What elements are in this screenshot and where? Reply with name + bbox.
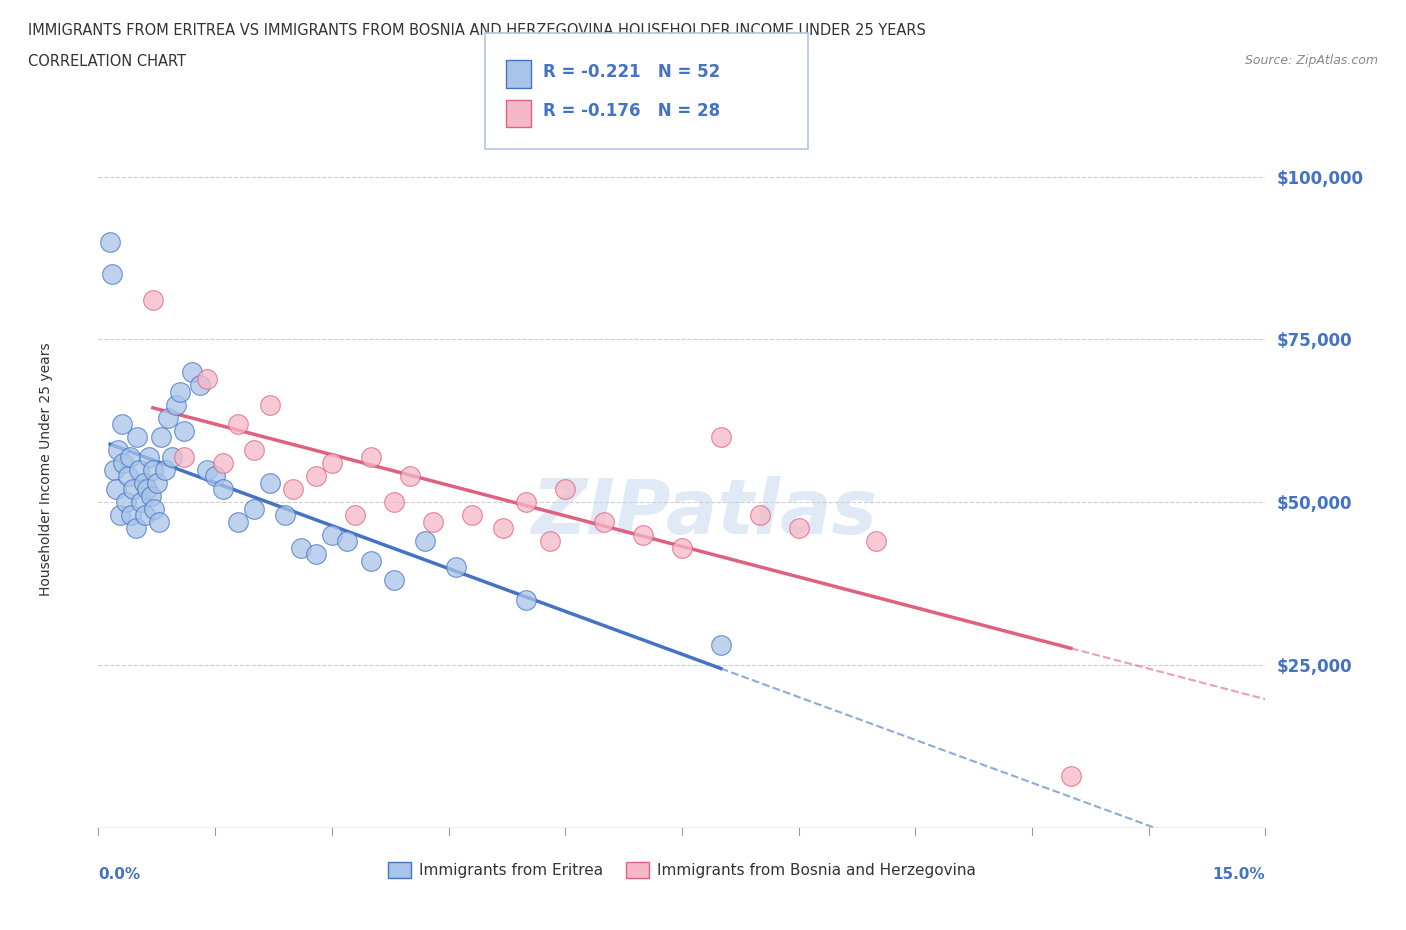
Text: 0.0%: 0.0% [98, 867, 141, 882]
Point [398, 469, 420, 484]
Point [281, 482, 304, 497]
Point [305, 469, 328, 484]
Point [111, 417, 134, 432]
Point [180, 365, 202, 379]
Legend: Immigrants from Eritrea, Immigrants from Bosnia and Herzegovina: Immigrants from Eritrea, Immigrants from… [382, 857, 981, 884]
Point [120, 508, 142, 523]
Point [162, 449, 184, 464]
Text: Householder Income Under 25 years: Householder Income Under 25 years [39, 343, 53, 596]
Point [104, 482, 127, 497]
Point [165, 397, 187, 412]
Point [321, 456, 343, 471]
Point [195, 371, 218, 386]
Point [138, 449, 160, 464]
Point [259, 475, 281, 490]
Point [360, 553, 382, 568]
Point [146, 475, 169, 490]
Point [710, 638, 733, 653]
Point [108, 508, 131, 523]
Point [305, 547, 328, 562]
Point [114, 495, 136, 510]
Point [212, 482, 235, 497]
Point [173, 423, 195, 438]
Text: CORRELATION CHART: CORRELATION CHART [28, 54, 186, 69]
Point [710, 430, 733, 445]
Point [212, 456, 235, 471]
Point [865, 534, 887, 549]
Point [554, 482, 576, 497]
Point [243, 443, 266, 458]
Point [671, 540, 693, 555]
Point [422, 514, 444, 529]
Point [107, 443, 129, 458]
Point [446, 560, 468, 575]
Point [492, 521, 515, 536]
Point [112, 456, 135, 471]
Point [344, 508, 367, 523]
Point [125, 521, 148, 536]
Point [461, 508, 484, 523]
Point [143, 501, 166, 516]
Text: ZIPatlas: ZIPatlas [533, 475, 879, 550]
Point [103, 462, 125, 477]
Point [142, 462, 165, 477]
Point [538, 534, 561, 549]
Point [360, 449, 382, 464]
Point [127, 430, 149, 445]
Point [593, 514, 616, 529]
Point [129, 495, 152, 510]
Point [98, 234, 121, 249]
Point [117, 469, 139, 484]
Point [382, 573, 405, 588]
Point [274, 508, 297, 523]
Point [153, 462, 176, 477]
Point [188, 378, 211, 392]
Point [787, 521, 810, 536]
Text: R = -0.176   N = 28: R = -0.176 N = 28 [543, 102, 720, 120]
Point [631, 527, 654, 542]
Point [204, 469, 226, 484]
Point [413, 534, 436, 549]
Point [195, 462, 218, 477]
Point [321, 527, 343, 542]
Point [259, 397, 281, 412]
Point [122, 482, 145, 497]
Point [157, 410, 180, 425]
Text: Source: ZipAtlas.com: Source: ZipAtlas.com [1244, 54, 1378, 67]
Point [128, 462, 150, 477]
Point [228, 417, 250, 432]
Point [336, 534, 359, 549]
Point [134, 508, 156, 523]
Point [173, 449, 195, 464]
Point [132, 475, 155, 490]
Text: IMMIGRANTS FROM ERITREA VS IMMIGRANTS FROM BOSNIA AND HERZEGOVINA HOUSEHOLDER IN: IMMIGRANTS FROM ERITREA VS IMMIGRANTS FR… [28, 23, 927, 38]
Point [228, 514, 250, 529]
Point [101, 267, 124, 282]
Point [148, 514, 170, 529]
Point [382, 495, 405, 510]
Text: 15.0%: 15.0% [1213, 867, 1265, 882]
Point [290, 540, 312, 555]
Point [515, 592, 537, 607]
Point [118, 449, 141, 464]
Point [141, 488, 163, 503]
Point [748, 508, 770, 523]
Point [243, 501, 266, 516]
Text: R = -0.221   N = 52: R = -0.221 N = 52 [543, 63, 720, 81]
Point [142, 293, 165, 308]
Point [136, 482, 159, 497]
Point [149, 430, 172, 445]
Point [1060, 768, 1083, 783]
Point [515, 495, 537, 510]
Point [169, 384, 191, 399]
